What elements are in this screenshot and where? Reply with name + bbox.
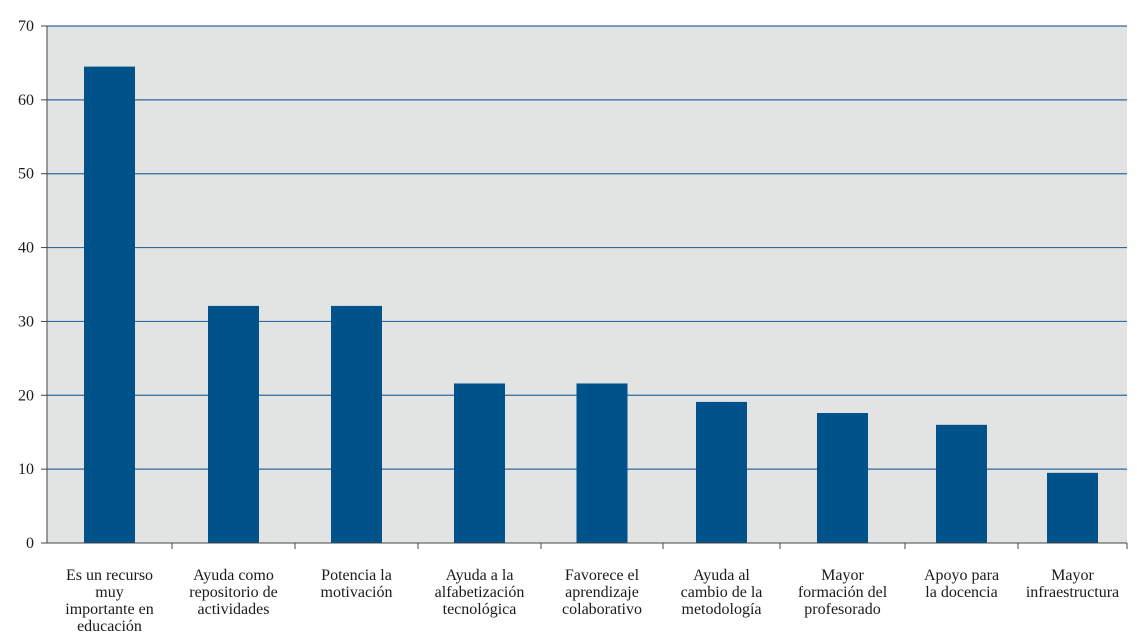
y-tick-label: 50 [18,166,34,183]
bar [696,401,747,543]
y-tick-label: 30 [18,313,34,330]
x-tick-label: Apoyo para la docencia [924,567,999,601]
x-axis-ticks: Es un recurso muy importante en educación Ay… [65,543,1128,635]
y-tick-label: 40 [18,240,34,257]
x-tick-label: Ayuda como repositorio de actividades [189,567,277,618]
x-tick-label: Ayuda a la alfabetización tecnológica [435,567,525,618]
bar [1047,472,1098,543]
y-tick-label: 60 [18,92,34,109]
y-tick-label: 0 [26,535,34,552]
x-tick-label: Potencia la motivación [321,567,393,601]
x-tick-label: Mayor formación del profesorado [798,567,888,618]
y-tick-label: 20 [18,387,34,404]
bar [576,383,628,543]
x-tick-label: Favorece el aprendizaje colaborativo [562,567,642,618]
y-axis-ticks: 0 10 20 30 40 50 60 70 [18,18,47,552]
x-tick-label: Mayor infraestructura [1026,567,1119,601]
bars [84,66,1098,543]
y-tick-label: 10 [18,461,34,478]
x-tick-label: Ayuda al cambio de la metodología [681,567,763,618]
bar [817,413,868,543]
bar [936,424,987,543]
bar [454,383,505,543]
axes [46,26,1127,544]
bar [84,66,135,543]
x-tick-label: Es un recurso muy importante en educación [65,567,153,635]
bar [331,305,382,543]
bar [208,305,259,543]
y-tick-label: 70 [18,18,34,35]
